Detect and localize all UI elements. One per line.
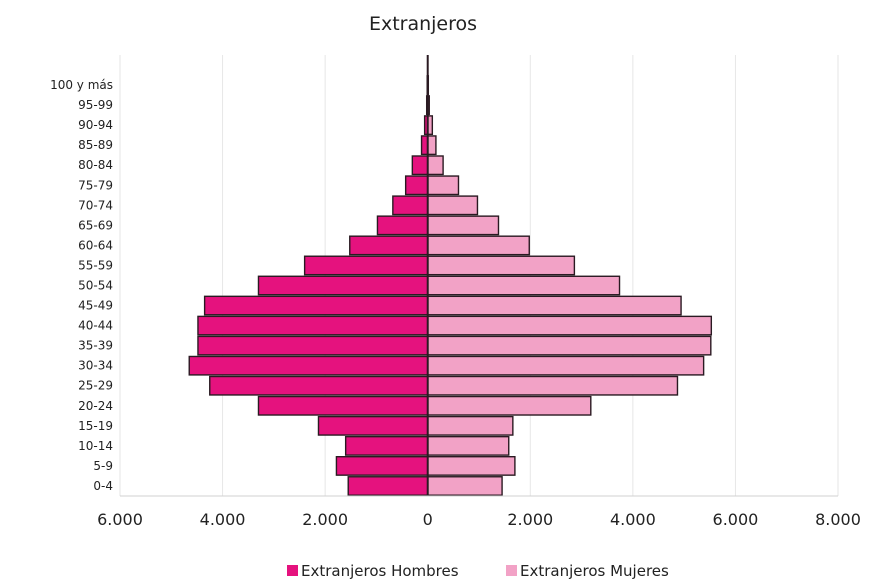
bar-hombres-7 xyxy=(197,335,429,356)
bars xyxy=(188,75,713,496)
bar-mujeres-16 xyxy=(427,155,444,176)
y-tick-label: 55-59 xyxy=(78,258,113,272)
y-tick-label: 60-64 xyxy=(78,238,113,252)
bar-mujeres-11 xyxy=(427,255,576,276)
y-tick-label: 80-84 xyxy=(78,158,113,172)
y-tick-label: 10-14 xyxy=(78,439,113,453)
y-tick-label: 25-29 xyxy=(78,379,113,393)
x-tick-label: 6.000 xyxy=(713,510,759,529)
x-tick-label: 2.000 xyxy=(507,510,553,529)
bar-mujeres-10 xyxy=(427,275,621,296)
bar-mujeres-15 xyxy=(427,175,460,196)
x-tick-label: 0 xyxy=(423,510,433,529)
bar-mujeres-5 xyxy=(427,375,679,396)
bar-mujeres-3 xyxy=(427,415,514,436)
bar-mujeres-12 xyxy=(427,235,530,256)
y-tick-label: 30-34 xyxy=(78,359,113,373)
legend-label-0: Extranjeros Hombres xyxy=(301,562,459,580)
bar-mujeres-7 xyxy=(427,335,712,356)
y-tick-label: 90-94 xyxy=(78,118,113,132)
bar-mujeres-0 xyxy=(427,476,503,496)
y-tick-label: 65-69 xyxy=(78,218,113,232)
y-tick-label: 50-54 xyxy=(78,279,113,293)
y-tick-label: 85-89 xyxy=(78,138,113,152)
axes xyxy=(120,55,838,497)
bar-hombres-14 xyxy=(392,195,429,216)
x-tick-label: 8.000 xyxy=(815,510,861,529)
bar-hombres-13 xyxy=(376,215,429,236)
legend: Extranjeros Hombres Extranjeros Mujeres xyxy=(287,562,669,580)
y-tick-label: 5-9 xyxy=(93,459,113,473)
bar-mujeres-9 xyxy=(427,295,682,316)
bar-mujeres-2 xyxy=(427,435,510,456)
y-tick-label: 40-44 xyxy=(78,319,113,333)
bar-hombres-16 xyxy=(411,155,429,176)
bar-hombres-10 xyxy=(257,275,429,296)
y-tick-label: 95-99 xyxy=(78,98,113,112)
bar-mujeres-17 xyxy=(427,135,437,156)
bar-mujeres-4 xyxy=(427,395,592,416)
bar-hombres-4 xyxy=(257,395,429,416)
bar-mujeres-6 xyxy=(427,355,705,376)
bar-hombres-12 xyxy=(349,235,429,256)
bar-hombres-9 xyxy=(203,295,429,316)
y-tick-label: 35-39 xyxy=(78,339,113,353)
bar-hombres-6 xyxy=(188,355,429,376)
bar-hombres-11 xyxy=(303,255,429,276)
bar-hombres-2 xyxy=(344,435,429,456)
x-tick-label: 2.000 xyxy=(302,510,348,529)
y-tick-labels: 0-4 5-9 10-14 15-19 20-24 25-29 30-34 35-39 40-4… xyxy=(50,78,113,493)
bar-hombres-0 xyxy=(347,476,429,496)
y-tick-label: 20-24 xyxy=(78,399,113,413)
bar-hombres-8 xyxy=(197,315,429,336)
legend-label-1: Extranjeros Mujeres xyxy=(520,562,669,580)
bar-mujeres-14 xyxy=(427,195,479,216)
bar-mujeres-1 xyxy=(427,456,516,476)
y-tick-label: 75-79 xyxy=(78,178,113,192)
x-tick-label: 4.000 xyxy=(610,510,656,529)
y-tick-label: 100 y más xyxy=(50,78,113,92)
bar-mujeres-13 xyxy=(427,215,500,236)
bar-hombres-5 xyxy=(209,375,429,396)
x-tick-label: 4.000 xyxy=(200,510,246,529)
legend-swatch-0 xyxy=(287,565,298,576)
bar-hombres-3 xyxy=(317,415,429,436)
gridlines xyxy=(119,55,839,496)
y-tick-label: 45-49 xyxy=(78,299,113,313)
chart-title: Extranjeros xyxy=(369,13,477,35)
y-tick-label: 15-19 xyxy=(78,419,113,433)
legend-swatch-1 xyxy=(506,565,517,576)
y-tick-label: 0-4 xyxy=(93,479,113,493)
x-tick-labels: 6.000 4.000 2.000 0 2.000 4.000 6.000 8.000 xyxy=(97,510,861,529)
x-tick-label: 6.000 xyxy=(97,510,143,529)
bar-hombres-1 xyxy=(335,456,429,476)
bar-hombres-15 xyxy=(404,175,429,196)
y-tick-label: 70-74 xyxy=(78,198,113,212)
bar-mujeres-8 xyxy=(427,315,713,336)
